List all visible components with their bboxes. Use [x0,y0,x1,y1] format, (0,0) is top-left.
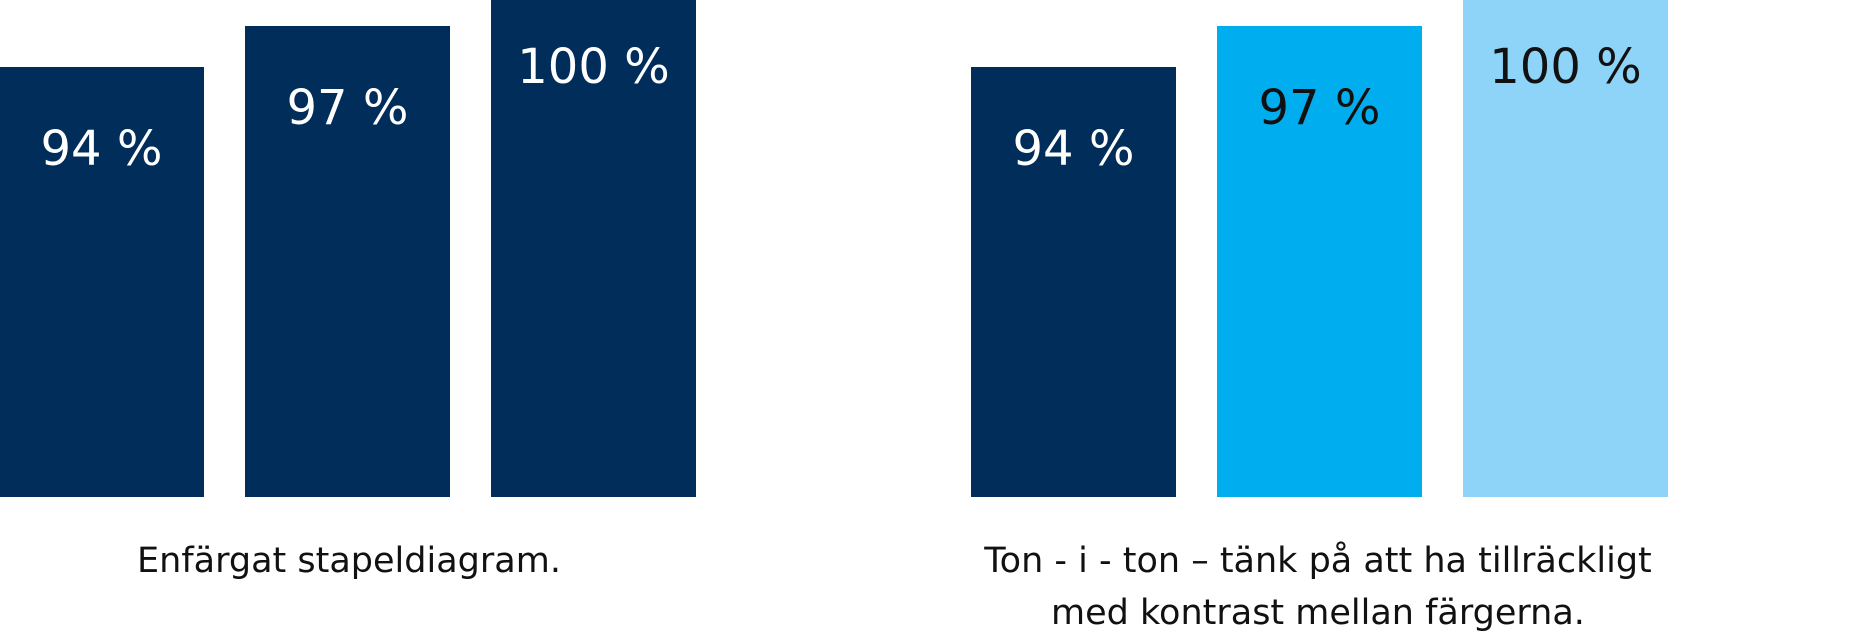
right-chart-caption-line-2: med kontrast mellan färgerna. [1051,593,1585,633]
right-chart-caption-line-1: Ton - i - ton – tänk på att ha tillräckl… [984,541,1652,581]
right-chart-caption: Ton - i - ton – tänk på att ha tillräckl… [950,535,1686,639]
left-chart-bar-label-1: 94 % [41,121,163,177]
right-chart-bar-1 [971,67,1176,497]
left-chart-bar-label-2: 97 % [287,80,409,136]
left-chart-bars: 94 % 97 % 100 % [0,0,696,497]
left-chart-caption: Enfärgat stapeldiagram. [137,541,561,581]
right-chart-bar-3 [1463,0,1668,497]
right-chart-bars: 94 % 97 % 100 % [971,0,1668,497]
left-chart-bar-3 [491,0,696,497]
right-chart-bar-label-3: 100 % [1489,39,1641,95]
left-chart-bar-label-3: 100 % [517,39,669,95]
right-chart-bar-label-2: 97 % [1259,80,1381,136]
left-chart-bar-2 [245,26,450,497]
right-chart-bar-label-1: 94 % [1013,121,1135,177]
right-chart-bar-2 [1217,26,1422,497]
left-chart-bar-1 [0,67,204,497]
